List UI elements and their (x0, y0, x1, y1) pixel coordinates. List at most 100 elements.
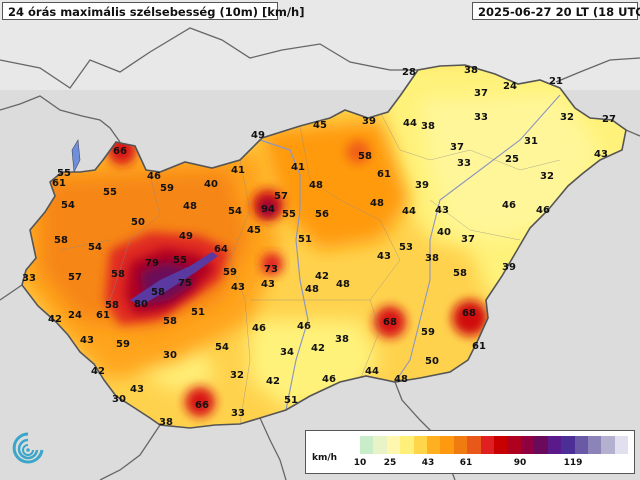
station-value: 42 (48, 314, 62, 325)
legend-swatch (547, 436, 562, 454)
station-value: 43 (594, 149, 608, 160)
hungaromet-logo (8, 428, 48, 474)
legend-ticks: 10 25 43 61 90 119 (306, 458, 634, 470)
station-value: 57 (274, 191, 288, 202)
station-value: 55 (103, 187, 117, 198)
station-value: 32 (540, 171, 554, 182)
station-value: 50 (131, 217, 145, 228)
station-value: 51 (191, 307, 205, 318)
map-timestamp: 2025-06-27 20 LT (18 UTC) (472, 2, 640, 20)
station-value: 66 (113, 146, 127, 157)
station-value: 32 (560, 112, 574, 123)
station-value: 61 (472, 341, 486, 352)
station-value: 38 (421, 121, 435, 132)
station-value: 55 (282, 209, 296, 220)
station-value: 57 (68, 272, 82, 283)
legend-swatch (494, 436, 508, 454)
station-value: 42 (91, 366, 105, 377)
station-value: 50 (425, 356, 439, 367)
legend-tick: 61 (459, 458, 473, 468)
station-value: 45 (247, 225, 261, 236)
station-value: 54 (228, 206, 242, 217)
station-value: 48 (309, 180, 323, 191)
station-value: 48 (370, 198, 384, 209)
station-value: 41 (291, 162, 305, 173)
legend-swatch (561, 436, 575, 454)
station-value: 46 (297, 321, 311, 332)
station-value: 58 (453, 268, 467, 279)
station-value: 44 (403, 118, 417, 129)
legend-color-scale (360, 436, 629, 454)
station-value: 42 (311, 343, 325, 354)
legend-tick: 43 (421, 458, 435, 468)
station-value: 39 (415, 180, 429, 191)
station-value: 56 (315, 209, 329, 220)
station-value: 54 (61, 200, 75, 211)
station-value: 31 (524, 136, 538, 147)
station-value: 68 (383, 317, 397, 328)
station-value: 38 (159, 417, 173, 428)
legend-swatch (400, 436, 414, 454)
legend: km/h 10 25 43 61 90 119 (305, 430, 635, 474)
station-value: 79 (145, 258, 159, 269)
legend-swatch (440, 436, 454, 454)
legend-tick: 90 (513, 458, 527, 468)
station-value: 21 (549, 76, 563, 87)
station-value: 55 (57, 168, 71, 179)
legend-swatch (520, 436, 535, 454)
station-value: 73 (264, 264, 278, 275)
legend-swatch (574, 436, 588, 454)
station-value: 46 (536, 205, 550, 216)
station-value: 42 (315, 271, 329, 282)
station-value: 48 (336, 279, 350, 290)
station-value: 49 (179, 231, 193, 242)
station-value: 48 (394, 374, 408, 385)
station-value: 43 (130, 384, 144, 395)
station-value: 33 (474, 112, 488, 123)
station-value: 37 (474, 88, 488, 99)
legend-tick: 10 (353, 458, 367, 468)
station-value: 40 (437, 227, 451, 238)
station-value: 64 (214, 244, 228, 255)
hungary-border (21, 64, 627, 429)
legend-tick: 119 (563, 458, 583, 468)
station-value: 48 (183, 201, 197, 212)
station-value: 32 (230, 370, 244, 381)
station-value: 58 (111, 269, 125, 280)
station-value: 43 (261, 279, 275, 290)
station-value: 61 (52, 178, 66, 189)
station-value: 68 (462, 308, 476, 319)
station-value: 58 (358, 151, 372, 162)
station-value: 33 (22, 273, 36, 284)
station-value: 34 (280, 347, 294, 358)
station-value: 30 (112, 394, 126, 405)
station-value: 58 (163, 316, 177, 327)
station-value: 58 (151, 287, 165, 298)
station-value: 46 (147, 171, 161, 182)
legend-swatch (467, 436, 481, 454)
station-value: 39 (502, 262, 516, 273)
station-value: 30 (163, 350, 177, 361)
legend-swatch (453, 436, 468, 454)
station-value: 59 (160, 183, 174, 194)
legend-swatch (413, 436, 428, 454)
station-value: 24 (503, 81, 517, 92)
legend-tick: 25 (383, 458, 397, 468)
station-value: 43 (377, 251, 391, 262)
station-value: 40 (204, 179, 218, 190)
station-value: 44 (365, 366, 379, 377)
legend-swatch (480, 436, 495, 454)
station-value: 66 (195, 400, 209, 411)
legend-swatch (587, 436, 602, 454)
station-value: 43 (435, 205, 449, 216)
station-value: 46 (322, 374, 336, 385)
map-title: 24 órás maximális szélsebesség (10m) [km… (2, 2, 304, 20)
station-value: 44 (402, 206, 416, 217)
station-value: 58 (105, 300, 119, 311)
station-value: 59 (421, 327, 435, 338)
station-value: 27 (602, 114, 616, 125)
station-value: 51 (298, 234, 312, 245)
legend-swatch (360, 436, 374, 454)
station-value: 54 (88, 242, 102, 253)
